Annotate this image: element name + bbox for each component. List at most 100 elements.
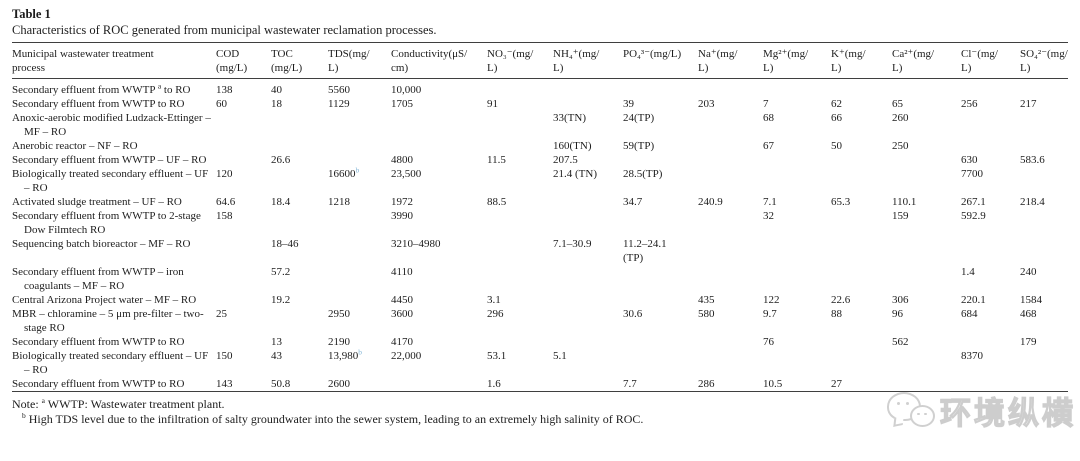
value-cell: 179 [1020,336,1037,348]
value-cell: 203 [698,98,715,110]
value-cell: 138 [216,84,233,96]
value-cell [961,111,1020,139]
value-cell [623,335,698,349]
table-row: Secondary effluent from WWTP to RO 60 18 11… [12,97,1068,111]
value-cell [961,79,1020,98]
value-cell [623,265,698,293]
value-cell: 26.6 [271,154,291,166]
value-cell [487,209,553,237]
column-header: Na⁺(mg/ L) [698,42,763,79]
value-cell [553,195,623,209]
value-cell: 91 [487,98,498,110]
value-cell [1020,79,1068,98]
value-cell [892,153,961,167]
table-notes: Note: a WWTP: Wastewater treatment plant… [12,397,1068,427]
value-cell [961,237,1020,265]
value-cell: 76 [763,336,774,348]
footnote-marker-b[interactable]: b [358,347,362,357]
value-cell [328,237,391,265]
value-cell: 1.4 [961,266,975,278]
value-cell [763,265,831,293]
value-cell: 158 [216,210,233,222]
value-cell [328,139,391,153]
value-cell [391,139,487,153]
value-cell: 13,980b [328,347,362,362]
value-cell [487,79,553,98]
value-cell [698,167,763,195]
value-cell [1020,349,1068,377]
value-cell [553,79,623,98]
value-cell: 19.2 [271,294,291,306]
value-cell [271,167,328,195]
value-cell: 240.9 [698,196,723,208]
value-cell [831,349,892,377]
value-cell: 18–46 [271,238,299,250]
value-cell [698,335,763,349]
value-cell: 1705 [391,98,413,110]
value-cell: 5.1 [553,350,567,362]
value-cell: 34.7 [623,196,643,208]
value-cell: 60 [216,98,227,110]
value-cell [623,349,698,377]
value-cell: 150 [216,350,233,362]
table-row: Central Arizona Project water – MF – RO 1… [12,293,1068,307]
value-cell [763,167,831,195]
value-cell: 110.1 [892,196,917,208]
value-cell [623,79,698,98]
value-cell: 68 [763,112,774,124]
chat-bubble-small [910,404,935,427]
value-cell: 2950 [328,308,350,320]
process-cell: Anerobic reactor – NF – RO [12,140,138,152]
value-cell [892,349,961,377]
value-cell: 88 [831,308,842,320]
value-cell: 66 [831,112,842,124]
value-cell [831,167,892,195]
value-cell [328,153,391,167]
process-cell: MBR – chloramine – 5 μm pre-filter – two… [12,308,204,334]
value-cell: 1972 [391,196,413,208]
value-cell: 1218 [328,196,350,208]
value-cell: 43 [271,350,282,362]
value-cell [216,111,271,139]
value-cell: 7.1–30.9 [553,238,592,250]
value-cell: 3990 [391,210,413,222]
footnote-marker-b[interactable]: b [355,165,360,175]
value-cell: 3.1 [487,294,501,306]
watermark-text: 环境纵横 [939,395,1076,432]
value-cell: 5560 [328,84,350,96]
value-cell: 260 [892,112,909,124]
value-cell: 10,000 [391,84,422,96]
value-cell: 240 [1020,266,1037,278]
value-cell [216,237,271,265]
value-cell: 50.8 [271,378,291,390]
value-cell: 32 [763,210,774,222]
value-cell: 59(TP) [623,140,655,152]
column-header: SO₄²⁻(mg/ L) [1020,42,1068,79]
value-cell [553,377,623,392]
chat-bubble-tail [893,415,904,427]
value-cell: 53.1 [487,350,507,362]
value-cell [216,293,271,307]
table-row: Activated sludge treatment – UF – RO 64.6… [12,195,1068,209]
value-cell: 33(TN) [553,112,586,124]
value-cell [763,153,831,167]
value-cell [698,265,763,293]
value-cell [487,139,553,153]
process-cell: Anoxic-aerobic modified Ludzack-Ettinger… [12,112,211,138]
footnote-marker-b: b [22,411,26,420]
value-cell: 217 [1020,98,1037,110]
value-cell: 8370 [961,350,983,362]
column-header: Mg²⁺(mg/ L) [763,42,831,79]
value-cell [892,265,961,293]
value-cell [271,139,328,153]
value-cell [698,349,763,377]
value-cell: 267.1 [961,196,986,208]
column-header: Ca²⁺(mg/ L) [892,42,961,79]
value-cell: 4800 [391,154,413,166]
value-cell: 88.5 [487,196,507,208]
value-cell: 143 [216,378,233,390]
value-cell [831,79,892,98]
value-cell [553,335,623,349]
value-cell: 630 [961,154,978,166]
value-cell [698,153,763,167]
